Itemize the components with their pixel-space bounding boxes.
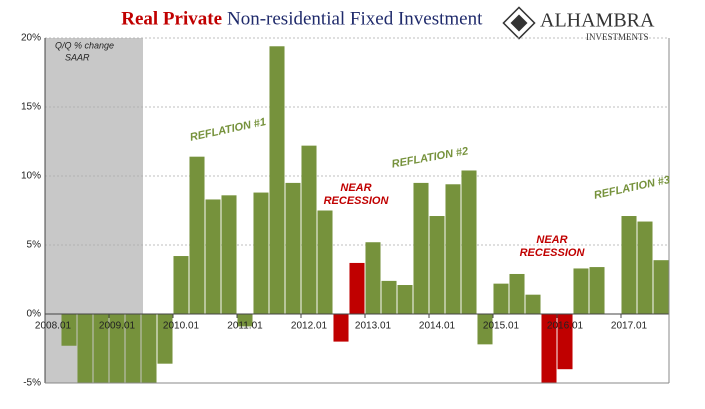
- y-tick-label: 15%: [21, 102, 41, 113]
- bar: [637, 221, 653, 314]
- bar: [61, 314, 77, 346]
- bar: [317, 210, 333, 314]
- bar: [493, 283, 509, 314]
- bar: [77, 314, 93, 383]
- x-tick-label: 2013.01: [355, 321, 392, 332]
- y-tick-label: 20%: [21, 33, 41, 44]
- y-tick-label: 10%: [21, 171, 41, 182]
- bar: [349, 262, 365, 314]
- bar: [157, 314, 173, 364]
- bar: [173, 256, 189, 314]
- x-tick-label: 2012.01: [291, 321, 328, 332]
- y-tick-label: 5%: [27, 240, 42, 251]
- shade-note: SAAR: [65, 52, 90, 62]
- bar: [557, 314, 573, 370]
- bar: [285, 182, 301, 314]
- bar: [525, 294, 541, 314]
- logo-sub: INVESTMENTS: [586, 32, 649, 42]
- bar: [381, 280, 397, 314]
- bar: [141, 314, 157, 383]
- x-tick-label: 2016.01: [547, 321, 584, 332]
- bar: [477, 314, 493, 345]
- annotation: NEAR: [536, 234, 567, 246]
- bar: [413, 182, 429, 314]
- annotation: REFLATION #1: [189, 116, 267, 144]
- bar: [125, 314, 141, 383]
- x-tick-label: 2011.01: [227, 321, 263, 332]
- annotation: RECESSION: [324, 195, 390, 207]
- x-tick-label: 2009.01: [99, 321, 136, 332]
- bar: [621, 216, 637, 314]
- chart-title-highlight: Real Private: [121, 8, 222, 29]
- bar: [589, 267, 605, 314]
- x-tick-label: 2008.01: [35, 321, 72, 332]
- x-tick-label: 2014.01: [419, 321, 456, 332]
- logo-name: ALHAMBRA: [540, 10, 655, 32]
- annotation: REFLATION #3: [593, 174, 671, 202]
- y-tick-label: -5%: [23, 378, 41, 389]
- bar: [573, 268, 589, 314]
- shade-note: Q/Q % change: [55, 40, 114, 50]
- logo-icon: [502, 6, 536, 40]
- bar: [653, 260, 669, 314]
- bar: [221, 195, 237, 314]
- bar: [301, 145, 317, 314]
- bar: [269, 46, 285, 314]
- bar: [109, 314, 125, 383]
- bar: [333, 314, 349, 342]
- bar: [205, 199, 221, 314]
- bar: [461, 170, 477, 314]
- bar: [509, 273, 525, 314]
- bar: [93, 314, 109, 383]
- x-tick-label: 2010.01: [163, 321, 200, 332]
- annotation: NEAR: [340, 182, 371, 194]
- y-tick-label: 0%: [27, 309, 42, 320]
- bar: [429, 216, 445, 314]
- bar: [397, 285, 413, 314]
- annotation: REFLATION #2: [391, 145, 469, 170]
- bar: [541, 314, 557, 383]
- bar: [189, 156, 205, 314]
- chart-title: Non-residential Fixed Investment: [227, 8, 483, 29]
- bar: [445, 184, 461, 314]
- annotation: RECESSION: [520, 247, 586, 259]
- x-tick-label: 2017.01: [611, 321, 648, 332]
- bar: [365, 242, 381, 314]
- x-tick-label: 2015.01: [483, 321, 520, 332]
- bar: [237, 314, 253, 327]
- bar: [253, 192, 269, 314]
